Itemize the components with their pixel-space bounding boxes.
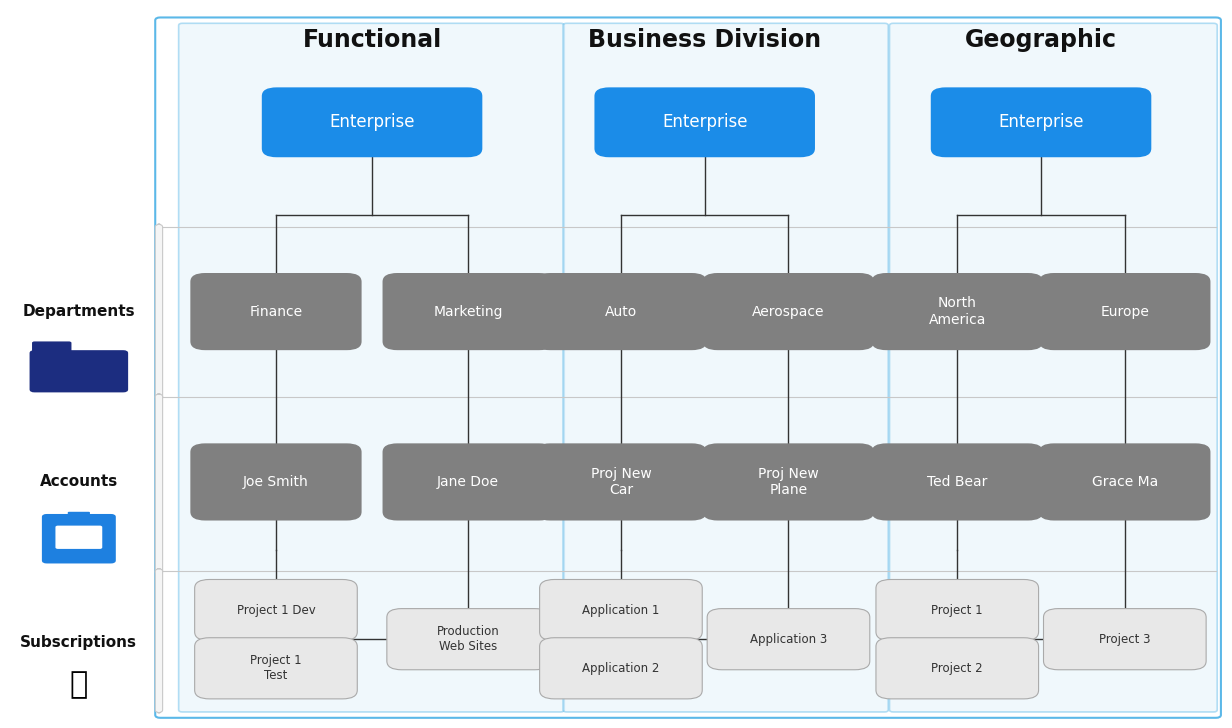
FancyBboxPatch shape [702, 273, 875, 350]
Text: 🔑: 🔑 [70, 670, 87, 699]
FancyBboxPatch shape [179, 23, 564, 712]
Text: Business Division: Business Division [588, 28, 822, 52]
FancyBboxPatch shape [871, 443, 1042, 521]
FancyBboxPatch shape [594, 87, 816, 157]
Text: Departments: Departments [22, 304, 136, 319]
Text: Functional: Functional [302, 28, 442, 52]
Text: Aerospace: Aerospace [753, 304, 824, 319]
FancyBboxPatch shape [190, 273, 362, 350]
FancyBboxPatch shape [155, 394, 163, 574]
Text: Joe Smith: Joe Smith [243, 475, 309, 489]
FancyBboxPatch shape [190, 443, 362, 521]
Text: Accounts: Accounts [39, 475, 118, 489]
Text: Project 1
Test: Project 1 Test [250, 654, 302, 682]
FancyBboxPatch shape [535, 443, 707, 521]
FancyBboxPatch shape [195, 638, 357, 699]
Text: Enterprise: Enterprise [329, 114, 415, 131]
FancyBboxPatch shape [876, 579, 1039, 641]
FancyBboxPatch shape [876, 638, 1039, 699]
Text: Europe: Europe [1100, 304, 1149, 319]
FancyBboxPatch shape [535, 273, 707, 350]
Text: Application 1: Application 1 [583, 604, 659, 617]
Text: Proj New
Plane: Proj New Plane [758, 467, 819, 497]
FancyBboxPatch shape [540, 638, 702, 699]
Text: Application 3: Application 3 [750, 633, 827, 646]
FancyBboxPatch shape [55, 526, 102, 549]
Text: North
America: North America [929, 296, 986, 327]
FancyBboxPatch shape [702, 443, 875, 521]
FancyBboxPatch shape [382, 443, 554, 521]
Text: Project 1: Project 1 [931, 604, 983, 617]
Text: Project 3: Project 3 [1099, 633, 1151, 646]
Text: Geographic: Geographic [965, 28, 1117, 52]
FancyBboxPatch shape [155, 224, 163, 400]
Text: Grace Ma: Grace Ma [1092, 475, 1158, 489]
FancyBboxPatch shape [32, 341, 71, 356]
FancyBboxPatch shape [563, 23, 888, 712]
Text: Proj New
Car: Proj New Car [590, 467, 652, 497]
FancyBboxPatch shape [931, 87, 1151, 157]
FancyBboxPatch shape [30, 350, 128, 392]
Text: Production
Web Sites: Production Web Sites [437, 625, 499, 653]
FancyBboxPatch shape [871, 273, 1042, 350]
Text: Application 2: Application 2 [583, 662, 659, 675]
Text: Finance: Finance [249, 304, 303, 319]
Text: Ted Bear: Ted Bear [926, 475, 988, 489]
FancyBboxPatch shape [890, 23, 1217, 712]
FancyBboxPatch shape [1040, 443, 1211, 521]
FancyBboxPatch shape [261, 87, 483, 157]
FancyBboxPatch shape [195, 579, 357, 641]
Text: Subscriptions: Subscriptions [21, 635, 137, 649]
FancyBboxPatch shape [387, 609, 549, 670]
Text: Marketing: Marketing [434, 304, 503, 319]
FancyBboxPatch shape [382, 273, 554, 350]
Text: Enterprise: Enterprise [662, 114, 748, 131]
FancyBboxPatch shape [1044, 609, 1206, 670]
FancyBboxPatch shape [540, 579, 702, 641]
FancyBboxPatch shape [155, 17, 1221, 718]
FancyBboxPatch shape [1040, 273, 1211, 350]
FancyBboxPatch shape [42, 514, 116, 563]
Text: Enterprise: Enterprise [998, 114, 1084, 131]
Text: Auto: Auto [605, 304, 637, 319]
FancyBboxPatch shape [707, 609, 870, 670]
Text: Project 2: Project 2 [931, 662, 983, 675]
Text: Jane Doe: Jane Doe [437, 475, 499, 489]
FancyBboxPatch shape [68, 512, 90, 522]
FancyBboxPatch shape [155, 569, 163, 713]
Text: Project 1 Dev: Project 1 Dev [237, 604, 315, 617]
